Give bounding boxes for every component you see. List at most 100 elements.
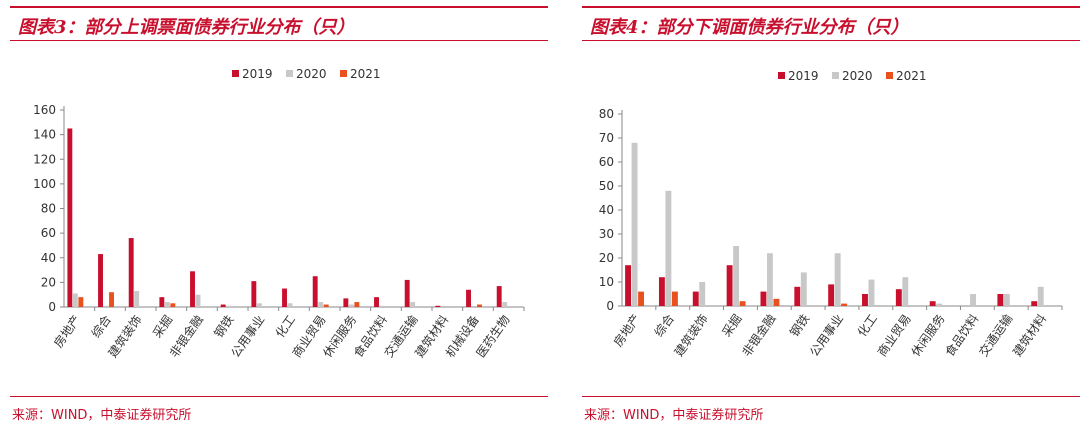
right-bar-2020-3	[733, 246, 740, 306]
right-bar-2020-2	[699, 282, 706, 306]
left-y-tick-120: 120	[33, 152, 56, 166]
right-bar-2020-7	[868, 279, 875, 306]
left-bar-2019-5	[220, 304, 226, 307]
right-bar-2019-12	[1031, 301, 1038, 306]
right-legend-label-2019: 2019	[788, 69, 819, 83]
right-bar-2019-5	[794, 286, 801, 306]
left-x-label-5: 钢铁	[211, 313, 236, 341]
left-bar-2019-3	[159, 297, 165, 307]
right-bar-2021-0	[638, 291, 645, 306]
right-y-tick-0: 0	[606, 299, 614, 313]
left-bar-2021-13	[477, 304, 482, 307]
right-y-tick-60: 60	[599, 155, 614, 169]
right-bar-2020-5	[800, 272, 807, 306]
right-x-label-6: 公用事业	[807, 312, 846, 359]
left-legend-swatch-2020	[286, 70, 293, 77]
left-legend-label-2020: 2020	[296, 67, 327, 81]
left-chart-title: 图表3：部分上调票面债券行业分布（只）	[18, 17, 355, 38]
left-legend-swatch-2021	[340, 70, 347, 77]
right-x-label-12: 建筑材料	[1009, 311, 1049, 359]
right-bar-2021-6	[841, 303, 848, 306]
left-source-divider	[10, 396, 548, 397]
right-y-tick-20: 20	[599, 251, 614, 265]
right-bar-2019-8	[895, 289, 902, 306]
right-bar-2019-7	[862, 294, 868, 306]
right-bar-2020-6	[834, 253, 841, 306]
left-x-label-1: 综合	[88, 312, 114, 340]
left-bar-2019-6	[251, 281, 257, 307]
left-x-label-7: 化工	[273, 313, 298, 341]
right-source-note: 来源：WIND，中泰证券研究所	[584, 408, 764, 423]
right-y-tick-10: 10	[599, 275, 614, 289]
right-panel: 图表4：部分下调面债券行业分布（只） 2019 2020 2021 0 10 20 30 40…	[572, 0, 1080, 429]
right-x-label-0: 房地产	[610, 311, 643, 349]
left-bar-2019-11	[404, 279, 410, 307]
right-x-label-11: 交通运输	[976, 311, 1016, 359]
left-bar-2020-7	[287, 303, 293, 307]
left-bar-2021-0	[78, 297, 84, 307]
right-bar-2019-0	[625, 265, 632, 306]
right-y-tick-80: 80	[599, 107, 614, 121]
left-bar-2020-14	[502, 302, 508, 307]
right-legend-label-2021: 2021	[896, 69, 927, 83]
left-bar-2019-13	[466, 289, 471, 307]
right-bar-2019-11	[997, 294, 1004, 306]
left-bar-2019-9	[343, 298, 349, 307]
right-legend-swatch-2019	[778, 72, 785, 79]
right-legend-label-2020: 2020	[842, 69, 873, 83]
right-x-label-1: 综合	[651, 311, 677, 339]
right-bar-2020-11	[1003, 294, 1010, 306]
left-bar-2020-0	[72, 293, 78, 307]
left-bar-2021-9	[354, 302, 360, 307]
left-y-tick-60: 60	[41, 226, 56, 240]
left-bar-2020-10	[379, 305, 385, 307]
right-chart-title: 图表4：部分下调面债券行业分布（只）	[590, 17, 909, 38]
right-bar-2020-10	[970, 294, 976, 306]
right-bar-2021-1	[671, 291, 678, 306]
right-x-label-7: 化工	[855, 312, 880, 340]
left-y-tick-0: 0	[48, 300, 56, 314]
left-panel: 图表3：部分上调票面债券行业分布（只） 2019 2020 2021 0 20 40 60 8…	[10, 6, 548, 423]
right-x-label-3: 采掘	[719, 311, 745, 339]
right-bar-2020-1	[665, 190, 672, 306]
right-y-tick-70: 70	[599, 131, 614, 145]
right-bar-2019-3	[726, 265, 733, 306]
left-bar-2021-3	[170, 303, 176, 307]
left-bar-2019-12	[435, 305, 441, 307]
left-bar-2020-1	[103, 305, 109, 307]
left-bar-2020-5	[226, 305, 232, 307]
left-legend-swatch-2019	[232, 70, 239, 77]
left-bar-2019-14	[496, 286, 502, 307]
right-source-divider	[582, 396, 1080, 397]
right-bar-2020-4	[766, 253, 773, 306]
right-x-label-8: 商业贸易	[874, 311, 914, 359]
left-bar-2021-1	[109, 292, 114, 307]
left-y-tick-100: 100	[33, 177, 56, 191]
right-bar-2020-0	[631, 142, 638, 306]
left-bar-2020-3	[164, 302, 170, 307]
right-title-bar: 图表4：部分下调面债券行业分布（只）	[582, 6, 1080, 41]
right-bar-2021-4	[773, 298, 780, 306]
right-bar-2020-9	[936, 303, 943, 306]
right-x-label-10: 食品饮料	[942, 311, 982, 359]
right-y-tick-50: 50	[599, 179, 614, 193]
right-bar-2019-4	[760, 291, 767, 306]
right-bar-2021-3	[739, 301, 746, 306]
left-bar-2019-0	[67, 128, 73, 307]
left-bar-2019-4	[190, 271, 195, 307]
left-bar-2020-11	[410, 302, 416, 307]
right-bar-2019-2	[692, 291, 699, 306]
left-bar-2019-8	[312, 276, 318, 307]
right-x-label-9: 休闲服务	[908, 311, 948, 359]
right-legend-swatch-2021	[886, 72, 893, 79]
right-bar-2020-12	[1037, 286, 1044, 306]
left-legend-label-2021: 2021	[350, 67, 381, 81]
left-bar-2019-2	[128, 238, 134, 307]
left-bar-2019-10	[374, 297, 379, 307]
left-bar-2021-8	[323, 304, 329, 307]
left-y-tick-80: 80	[41, 202, 56, 216]
right-x-label-5: 钢铁	[787, 312, 812, 340]
left-title-bar: 图表3：部分上调票面债券行业分布（只）	[10, 6, 548, 41]
